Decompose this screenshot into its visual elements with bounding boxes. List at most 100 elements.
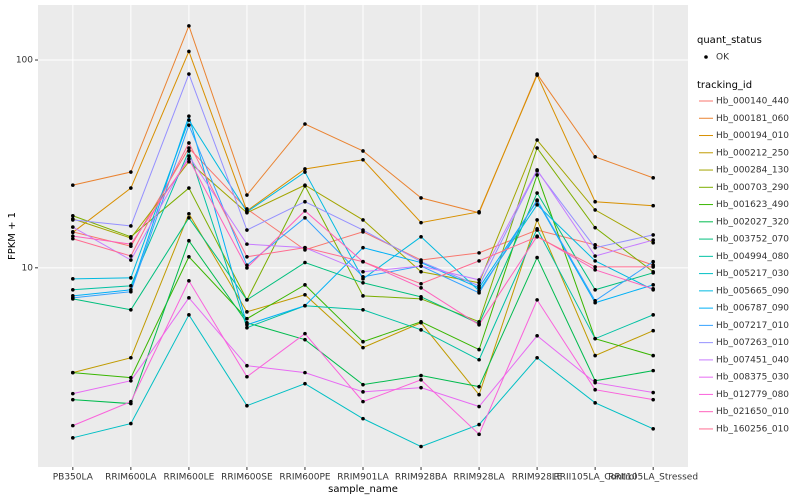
point [535,227,539,231]
legend-key [704,55,708,59]
point [535,255,539,260]
point [477,284,481,288]
y-tick-label: 10 [22,263,34,273]
point [303,381,307,386]
point [361,307,365,312]
point [651,426,655,431]
point [361,218,365,222]
point [419,373,423,378]
point [651,397,655,402]
point [303,122,307,126]
point [361,390,365,394]
x-tick-label: PB350LA [53,473,94,483]
point [477,432,481,437]
point [361,149,365,153]
point [187,216,191,220]
x-tick-label: RRIM600SE [221,473,273,483]
point [187,154,191,158]
legend-label: Hb_012779_080 [716,390,789,400]
point [535,235,539,239]
point [303,283,307,287]
point [187,254,191,259]
point [535,146,539,150]
point [245,310,249,314]
point [535,173,539,177]
point [477,422,481,427]
point [593,268,597,272]
point [129,375,133,380]
point [303,170,307,174]
x-tick-label: RRIM901LA [337,473,389,483]
point [129,378,133,383]
legend-label: Hb_000703_290 [716,183,789,193]
legend-label: Hb_008375_030 [716,373,789,383]
point [593,254,597,258]
point [71,296,75,300]
point [593,265,597,269]
point [419,385,423,390]
point [535,191,539,195]
point [129,254,133,258]
point [187,149,191,153]
point [303,292,307,297]
point [129,258,133,262]
point [477,259,481,263]
point [651,203,655,208]
point [419,235,423,239]
legend-label: Hb_000212_250 [716,148,789,158]
point [303,184,307,188]
point [651,259,655,264]
point [535,203,539,207]
point [361,269,365,274]
point [651,368,655,373]
point [71,277,75,281]
point [245,266,249,270]
point [651,265,655,269]
point [535,355,539,360]
legend-label: Hb_007263_010 [716,338,789,348]
point [361,275,365,279]
point [129,242,133,246]
point [129,186,133,190]
point [651,233,655,237]
point [361,339,365,344]
point [303,199,307,204]
point [187,141,191,145]
legend-label: Hb_005665_090 [716,286,789,296]
point [361,245,365,250]
point [593,387,597,392]
legend-label: Hb_003752_070 [716,235,789,245]
point [71,225,75,229]
point [535,168,539,172]
point [651,238,655,242]
point [535,198,539,202]
point [187,49,191,54]
point [245,363,249,368]
point [187,72,191,76]
legend-label: Hb_002027_320 [716,217,789,227]
point [187,296,191,300]
point [651,287,655,291]
x-tick-label: RRIM600LE [163,473,214,483]
point [535,333,539,338]
point [477,384,481,389]
point [419,281,423,286]
point [303,370,307,375]
point [419,269,423,274]
point [361,228,365,232]
point [71,183,75,187]
point [303,331,307,336]
point [477,392,481,397]
point [535,73,539,77]
point [71,218,75,222]
legend-label: Hb_001623_490 [716,200,789,210]
point [187,123,191,127]
point [245,403,249,408]
point [593,401,597,405]
point [245,242,249,246]
point [477,280,481,285]
point [593,243,597,247]
point [187,157,191,161]
point [129,170,133,174]
legend-label: Hb_005217_030 [716,269,789,279]
